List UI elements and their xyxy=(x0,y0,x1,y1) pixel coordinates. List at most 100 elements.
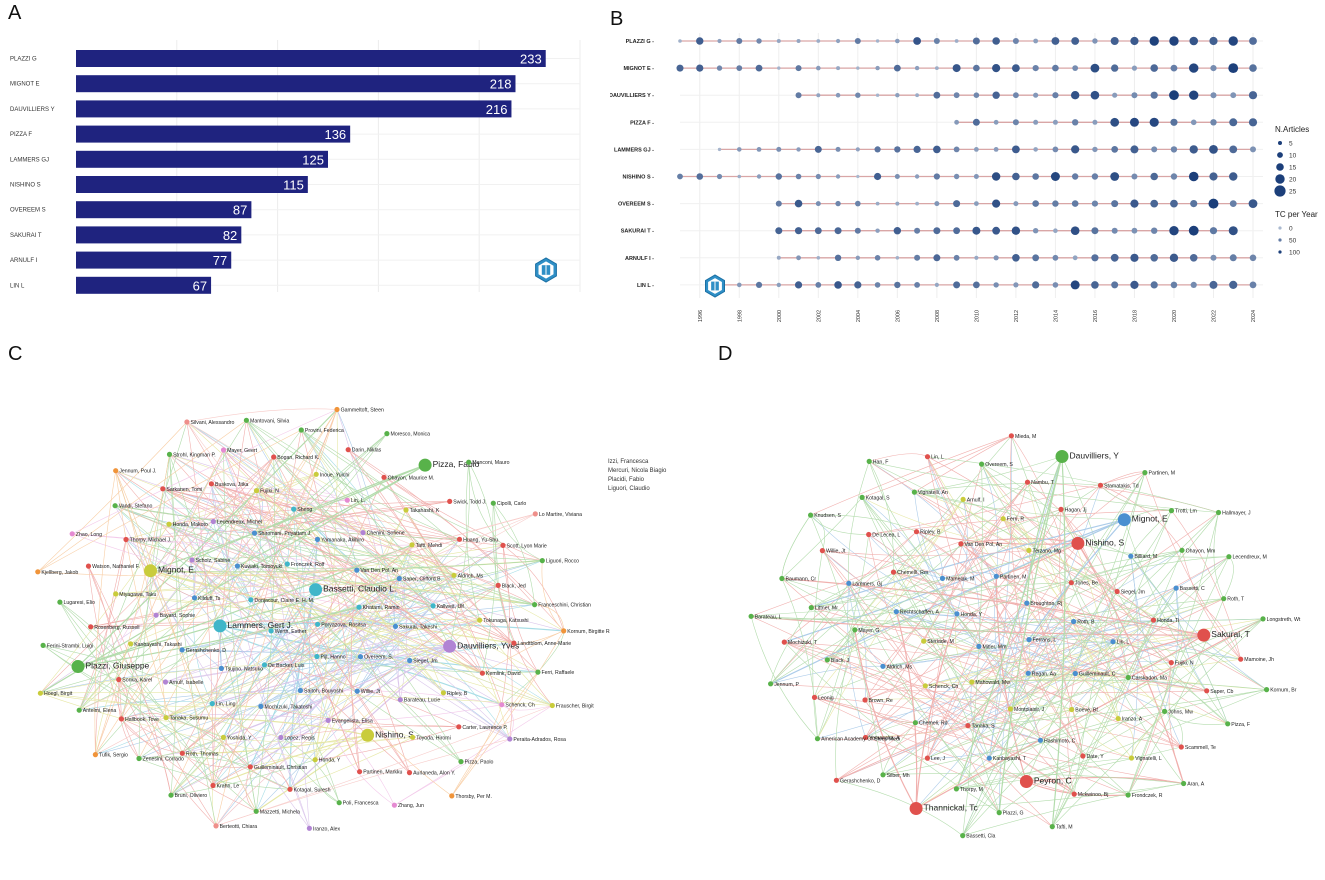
year-point xyxy=(1209,172,1218,181)
edge xyxy=(211,483,535,605)
edge xyxy=(301,429,499,586)
edge xyxy=(882,482,1028,667)
year-point xyxy=(855,255,861,260)
author-node-label: Chenini, Sofiene xyxy=(367,531,405,537)
author-node xyxy=(258,703,264,709)
author-node-label: Miyagawa, Taku xyxy=(119,592,156,598)
edge xyxy=(502,545,564,631)
edge xyxy=(893,572,924,642)
edge xyxy=(848,583,1207,692)
author-node-label: Antelmi, Elena xyxy=(83,708,117,714)
year-point xyxy=(756,174,762,179)
edge xyxy=(315,726,459,760)
author-node xyxy=(779,575,785,582)
author-node-label: Mayer, Geert xyxy=(227,448,258,454)
author-node-label: Sakurai, T xyxy=(1211,629,1250,639)
edge xyxy=(246,420,358,571)
year-point xyxy=(1150,172,1159,181)
edge xyxy=(212,660,410,786)
author-node-label: Siegel, Jm xyxy=(1121,590,1145,596)
edge xyxy=(78,449,224,711)
author-node xyxy=(1026,547,1032,553)
edge xyxy=(1073,472,1146,795)
year-point xyxy=(895,93,900,98)
edge xyxy=(246,420,455,576)
author-node xyxy=(160,486,166,492)
edge xyxy=(1003,518,1207,692)
author-node-label: Lammers, Gert J. xyxy=(228,620,294,630)
year-point xyxy=(1072,255,1078,261)
edge xyxy=(162,488,310,829)
author-node-label: Mochizuki, T xyxy=(788,640,818,646)
edge xyxy=(868,472,1145,535)
edge xyxy=(893,571,1204,636)
edge xyxy=(182,734,368,754)
year-point xyxy=(1210,254,1217,261)
edge xyxy=(150,570,222,669)
year-point xyxy=(973,92,980,98)
year-point xyxy=(1111,146,1119,153)
author-node xyxy=(69,531,75,537)
edge xyxy=(451,630,564,797)
year-point xyxy=(1228,36,1238,46)
edge xyxy=(121,718,183,754)
author-node-label: Roth, Thomas xyxy=(186,751,219,757)
author-node-label: Kotagal, S xyxy=(866,495,890,501)
author-node-label: De Lecea, L xyxy=(872,533,900,539)
edge xyxy=(336,409,401,700)
edge xyxy=(971,658,1241,683)
year-point xyxy=(835,38,841,44)
isolated-author-label: Placidi, Fabio xyxy=(608,477,645,483)
edge xyxy=(59,601,257,812)
edge xyxy=(916,783,1184,809)
edge xyxy=(956,740,1041,790)
author-node-label: Mamoine, Jh xyxy=(1244,657,1274,663)
author-node-label: Lopez, Regis xyxy=(284,736,315,742)
edge xyxy=(215,720,329,827)
edge xyxy=(79,433,388,711)
edge xyxy=(927,602,1028,759)
edge xyxy=(1026,602,1084,757)
author-node xyxy=(921,638,927,644)
year-point xyxy=(678,39,682,43)
author-node-label: Mignot, E xyxy=(1132,514,1168,524)
edge xyxy=(249,645,450,768)
year-point xyxy=(834,254,842,261)
author-node xyxy=(456,536,463,542)
edge xyxy=(37,420,247,573)
edge xyxy=(750,616,1075,795)
edge xyxy=(260,585,499,707)
edge xyxy=(301,429,450,647)
edge xyxy=(967,689,1267,726)
edge xyxy=(1175,587,1241,660)
edge xyxy=(72,409,338,535)
edge xyxy=(114,505,251,601)
edge xyxy=(1027,481,1118,592)
author-node-label: Rosenberg, Russell xyxy=(94,625,139,631)
author-node-label: Guilleminault, C xyxy=(1079,672,1116,678)
edge xyxy=(836,780,963,836)
edge xyxy=(927,543,1079,759)
author-node-label: Roth, B xyxy=(1077,620,1095,626)
edge xyxy=(497,585,513,740)
legend-tc-symbol xyxy=(1278,226,1282,230)
legend-tc-title: TC per Year xyxy=(1275,210,1318,219)
edge xyxy=(784,641,1000,813)
edge xyxy=(751,616,1264,623)
author-node xyxy=(184,419,190,425)
edge xyxy=(405,509,553,706)
edge xyxy=(273,456,483,674)
author-node xyxy=(166,451,173,457)
edge xyxy=(882,619,1154,667)
author-node-label: Saitoh, Bouyoshi xyxy=(304,689,343,695)
edge xyxy=(967,677,1129,726)
edge xyxy=(864,482,1028,701)
edge xyxy=(215,409,338,826)
edge xyxy=(40,614,157,694)
author-node xyxy=(447,498,453,504)
author-node xyxy=(890,569,897,575)
author-node xyxy=(430,603,436,609)
author-node xyxy=(1150,617,1157,623)
edge xyxy=(812,550,823,739)
